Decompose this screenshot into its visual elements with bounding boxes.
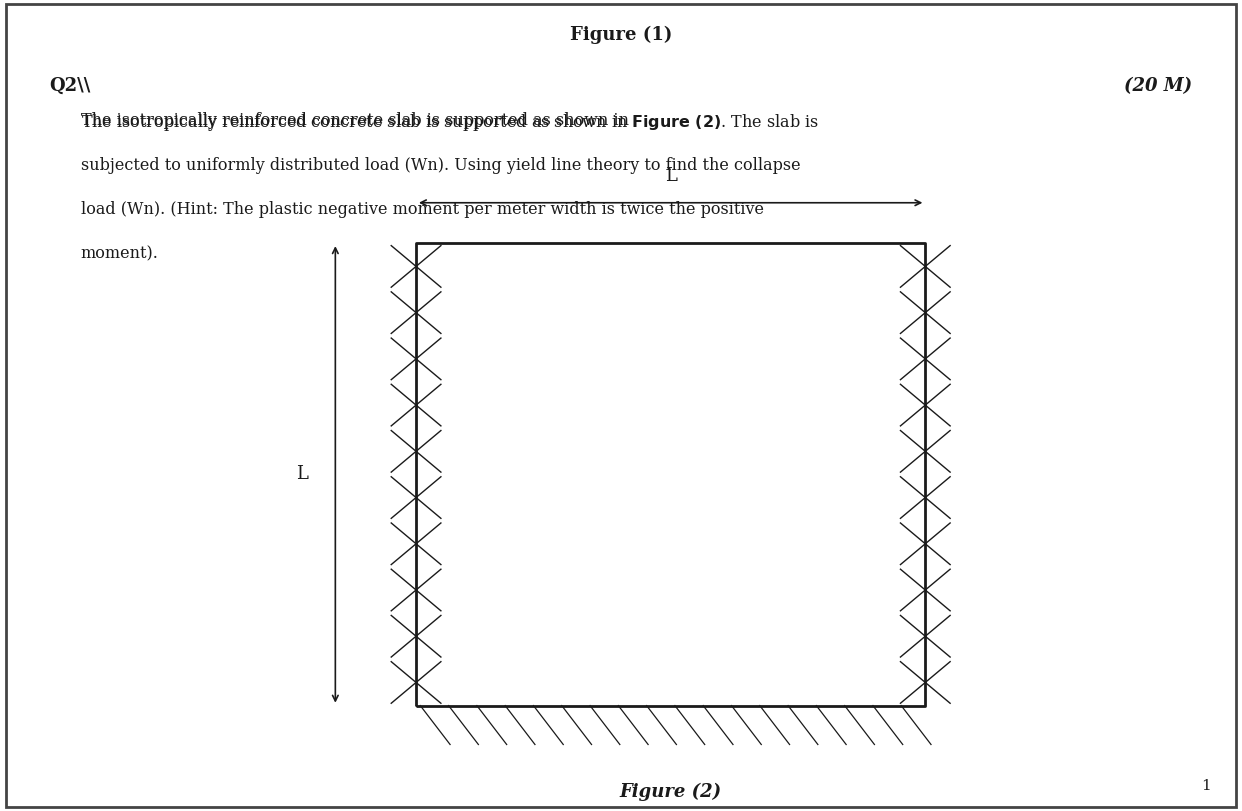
Text: L: L: [664, 167, 677, 185]
Text: Figure (2): Figure (2): [620, 783, 722, 801]
Text: 1: 1: [1201, 779, 1211, 793]
Text: (20 M): (20 M): [1124, 77, 1192, 95]
Text: Q2\\: Q2\\: [50, 77, 91, 95]
Text: The isotropically reinforced concrete slab is supported as shown in $\mathbf{Fig: The isotropically reinforced concrete sl…: [81, 112, 818, 133]
Text: load (Wn). (Hint: The plastic negative moment per meter width is twice the posit: load (Wn). (Hint: The plastic negative m…: [81, 201, 764, 218]
Text: Figure (1): Figure (1): [570, 26, 672, 45]
Text: The isotropically reinforced concrete slab is supported as shown in: The isotropically reinforced concrete sl…: [81, 112, 633, 129]
Text: moment).: moment).: [81, 246, 159, 263]
Text: subjected to uniformly distributed load (Wn). Using yield line theory to find th: subjected to uniformly distributed load …: [81, 157, 800, 174]
Text: L: L: [296, 466, 308, 483]
